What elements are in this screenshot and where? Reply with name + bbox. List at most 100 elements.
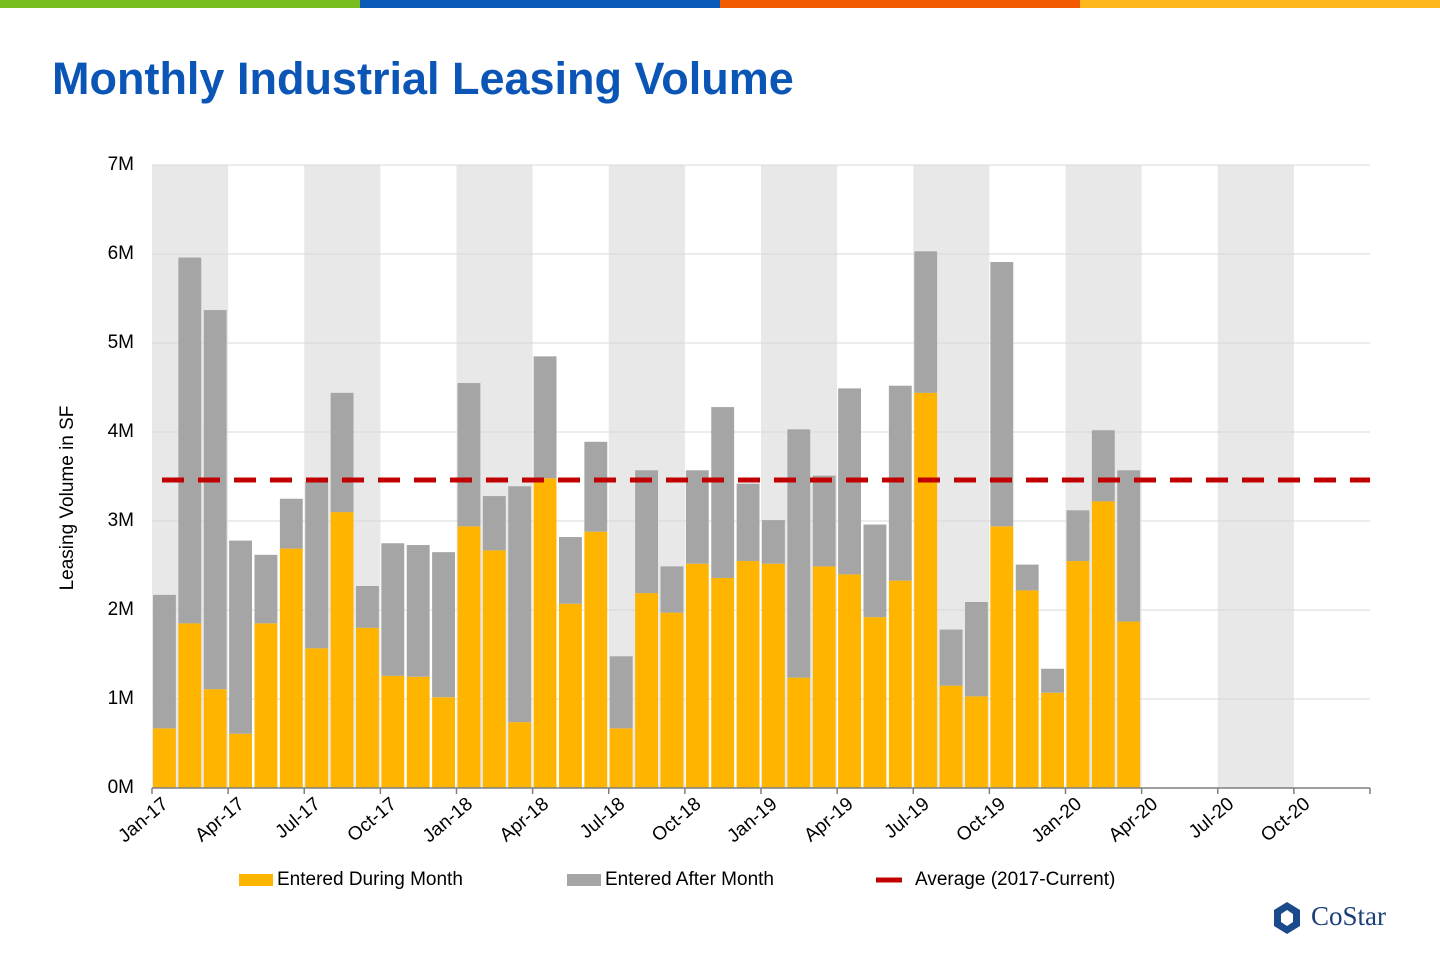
bar-segment [153, 728, 176, 788]
y-tick-label: 5M [108, 332, 134, 353]
bar-segment [685, 563, 709, 788]
logo: CoStar [1274, 901, 1386, 934]
bar-segment [1041, 668, 1064, 693]
legend-swatch [567, 874, 601, 886]
bar-segment [356, 585, 379, 628]
chart-title: Monthly Industrial Leasing Volume [52, 53, 794, 104]
bar-segment [711, 407, 735, 578]
bar-segment [609, 728, 633, 788]
x-tick-label: Jul-19 [881, 794, 934, 843]
bar-segment [812, 475, 836, 567]
x-tick-label: Jan-18 [419, 794, 477, 847]
bar-segment [939, 629, 963, 686]
x-tick-label: Jan-20 [1028, 794, 1086, 847]
legend-swatch [239, 874, 273, 886]
bar-segment [533, 356, 557, 479]
bar-segment [432, 697, 455, 788]
bar-segment [305, 648, 329, 788]
bar-segment [914, 392, 938, 788]
bar-segment [736, 561, 760, 788]
bar-segment [482, 496, 506, 551]
bar-segment [762, 520, 785, 564]
bar-segment [153, 594, 176, 729]
bar-segment [559, 603, 582, 788]
bar-segment [229, 733, 252, 788]
bar-segment [279, 548, 303, 788]
x-tick-label: Oct-17 [344, 794, 401, 847]
bar-segment [584, 531, 608, 788]
bar-segment [990, 262, 1014, 527]
x-tick-label: Apr-20 [1105, 794, 1162, 847]
bar-segment [838, 574, 861, 788]
bar-segment [381, 675, 405, 788]
y-tick-label: 0M [108, 777, 134, 798]
y-tick-label: 4M [108, 421, 134, 442]
top-stripe [360, 0, 720, 8]
bar-segment [229, 540, 252, 734]
y-tick-label: 3M [108, 510, 134, 531]
bar-segment [711, 577, 735, 788]
logo-text: CoStar [1311, 901, 1386, 931]
bar-segment [508, 722, 532, 788]
bar-segment [279, 498, 303, 549]
bar-segment [305, 481, 329, 649]
x-tick-label: Oct-20 [1257, 794, 1314, 847]
x-tick-label: Jul-18 [576, 794, 629, 843]
bar-segment [888, 580, 912, 788]
bar-segment [432, 552, 455, 698]
bar-segment [1066, 561, 1090, 788]
bar-segment [330, 512, 354, 788]
bar-segment [1091, 430, 1115, 502]
x-tick-label: Oct-19 [953, 794, 1010, 847]
bar-segment [787, 677, 811, 788]
bar-segment [863, 617, 887, 788]
y-tick-label: 6M [108, 243, 134, 264]
logo-icon [1281, 910, 1293, 926]
bar-segment [254, 623, 278, 788]
bar-segment [914, 251, 938, 393]
y-tick-label: 1M [108, 688, 134, 709]
x-tick-label: Apr-19 [800, 794, 857, 847]
bar-segment [482, 550, 506, 788]
x-tick-label: Apr-17 [191, 794, 248, 847]
bar-segment [939, 685, 963, 788]
x-tick-label: Jul-20 [1185, 794, 1238, 843]
bar-segment [990, 526, 1014, 788]
bar-segment [584, 441, 608, 532]
bar-segment [965, 601, 988, 697]
top-stripe [0, 0, 360, 8]
bar-segment [508, 486, 532, 723]
y-tick-label: 2M [108, 599, 134, 620]
bar-segment [762, 563, 785, 788]
bar-segment [178, 257, 202, 624]
bar-segment [1015, 590, 1039, 788]
bar-segment [635, 593, 658, 788]
y-tick-label: 7M [108, 154, 134, 175]
bar-segment [457, 383, 481, 527]
bar-segment [1041, 692, 1064, 788]
legend-label: Average (2017-Current) [915, 869, 1115, 890]
x-tick-label: Jan-17 [114, 794, 172, 847]
x-tick-label: Oct-18 [648, 794, 705, 847]
bar-segment [888, 385, 912, 581]
bar-segment [660, 612, 684, 788]
top-stripe [1080, 0, 1440, 8]
bar-segment [812, 566, 836, 788]
bar-segment [863, 524, 887, 618]
legend-label: Entered After Month [605, 869, 774, 890]
bar-segment [609, 656, 633, 729]
bar-segment [787, 429, 811, 678]
top-stripe [720, 0, 1080, 8]
y-axis-label: Leasing Volume in SF [57, 406, 78, 591]
bar-segment [457, 526, 481, 788]
bar-segment [736, 483, 760, 562]
bar-segment [330, 392, 354, 513]
x-tick-label: Jul-17 [272, 794, 325, 843]
bar-segment [635, 470, 658, 594]
bar-segment [406, 545, 430, 677]
x-tick-label: Jan-19 [723, 794, 781, 847]
bar-segment [356, 627, 379, 788]
bar-segment [1091, 501, 1115, 788]
bar-segment [1117, 621, 1141, 788]
